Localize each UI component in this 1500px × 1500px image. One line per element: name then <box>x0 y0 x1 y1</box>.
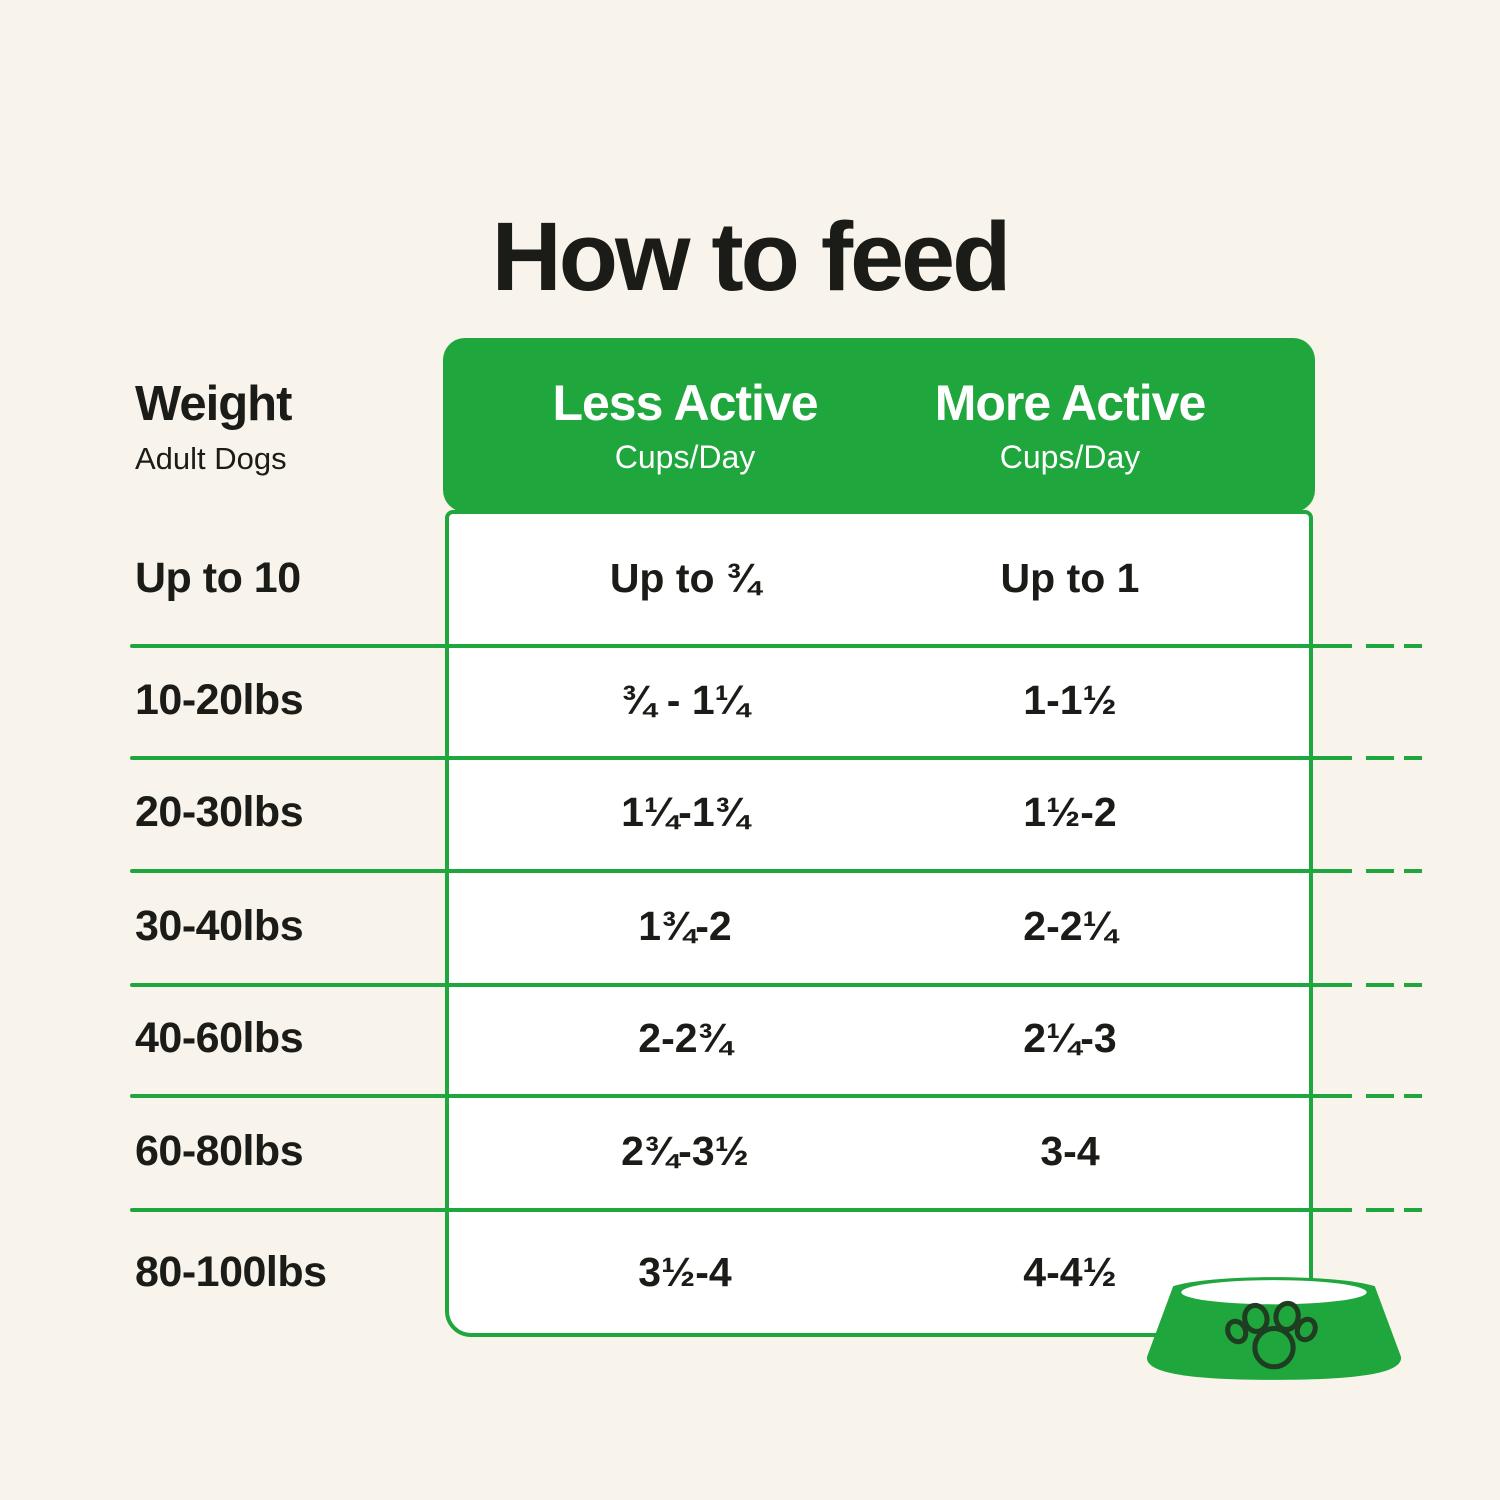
weight-header-title: Weight <box>135 377 292 431</box>
row-more-active-value: 1-1½ <box>1023 676 1117 723</box>
row-less-active-value: 2¾-3½ <box>621 1127 749 1174</box>
row-more-active-value: Up to 1 <box>1000 554 1140 601</box>
row-weight-label: 30-40lbs <box>135 901 304 950</box>
weight-header-subtitle: Adult Dogs <box>135 441 287 476</box>
row-weight-label: 10-20lbs <box>135 675 304 724</box>
row-weight-label: 80-100lbs <box>135 1248 327 1296</box>
row-less-active-value: 1¼-1¾ <box>621 789 749 835</box>
column-label: Less Active <box>552 375 818 431</box>
row-divider <box>130 644 1430 648</box>
row-divider <box>130 1208 1430 1212</box>
bowl-interior <box>1181 1280 1367 1305</box>
column-header-more-active: More Active Cups/Day <box>835 338 1305 512</box>
row-less-active-value: 2-2¾ <box>638 1015 732 1061</box>
table-row: 40-60lbs 2-2¾ 2¼-3 <box>0 983 1500 1094</box>
row-weight-label: 20-30lbs <box>135 788 304 836</box>
row-weight-label: Up to 10 <box>135 553 301 602</box>
row-more-active-value: 2¼-3 <box>1023 1015 1117 1061</box>
paw-print-icon <box>1225 1300 1318 1370</box>
row-less-active-value: 3½-4 <box>638 1249 732 1295</box>
table-row: 60-80lbs 2¾-3½ 3-4 <box>0 1094 1500 1208</box>
row-less-active-value: Up to ¾ <box>609 554 761 601</box>
row-more-active-value: 1½-2 <box>1023 789 1117 835</box>
row-divider <box>130 1094 1430 1098</box>
row-divider <box>130 869 1430 873</box>
row-divider <box>130 756 1430 760</box>
dog-bowl-icon <box>1146 1277 1402 1380</box>
table-row: 30-40lbs 1¾-2 2-2¼ <box>0 869 1500 983</box>
row-more-active-value: 2-2¼ <box>1023 902 1117 949</box>
row-less-active-value: ¾ - 1¼ <box>621 676 749 723</box>
row-divider <box>130 983 1430 987</box>
table-row: Up to 10 Up to ¾ Up to 1 <box>0 512 1500 644</box>
weight-column-header: Weight Adult Dogs <box>135 376 292 477</box>
page-title: How to feed <box>491 201 1012 311</box>
column-label: More Active <box>934 375 1207 431</box>
column-unit: Cups/Day <box>614 439 756 475</box>
column-header-less-active: Less Active Cups/Day <box>450 338 920 512</box>
table-row: 10-20lbs ¾ - 1¼ 1-1½ <box>0 644 1500 756</box>
row-more-active-value: 4-4½ <box>1023 1249 1117 1295</box>
table-row: 80-100lbs 3½-4 4-4½ <box>0 1208 1500 1337</box>
column-unit: Cups/Day <box>999 439 1141 475</box>
row-weight-label: 40-60lbs <box>135 1014 304 1062</box>
table-row: 20-30lbs 1¼-1¾ 1½-2 <box>0 756 1500 869</box>
row-less-active-value: 1¾-2 <box>638 902 732 949</box>
row-more-active-value: 3-4 <box>1040 1127 1100 1174</box>
row-weight-label: 60-80lbs <box>135 1126 304 1175</box>
table-header: Less Active Cups/Day More Active Cups/Da… <box>443 338 1315 512</box>
